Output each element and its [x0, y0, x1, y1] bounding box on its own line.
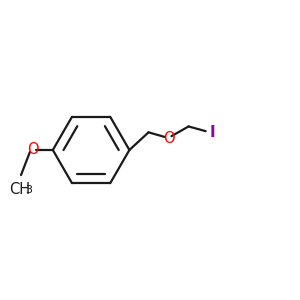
Text: O: O: [163, 131, 174, 146]
Text: CH: CH: [9, 182, 30, 197]
Text: I: I: [210, 125, 216, 140]
Text: 3: 3: [25, 185, 32, 195]
Text: O: O: [27, 142, 39, 158]
